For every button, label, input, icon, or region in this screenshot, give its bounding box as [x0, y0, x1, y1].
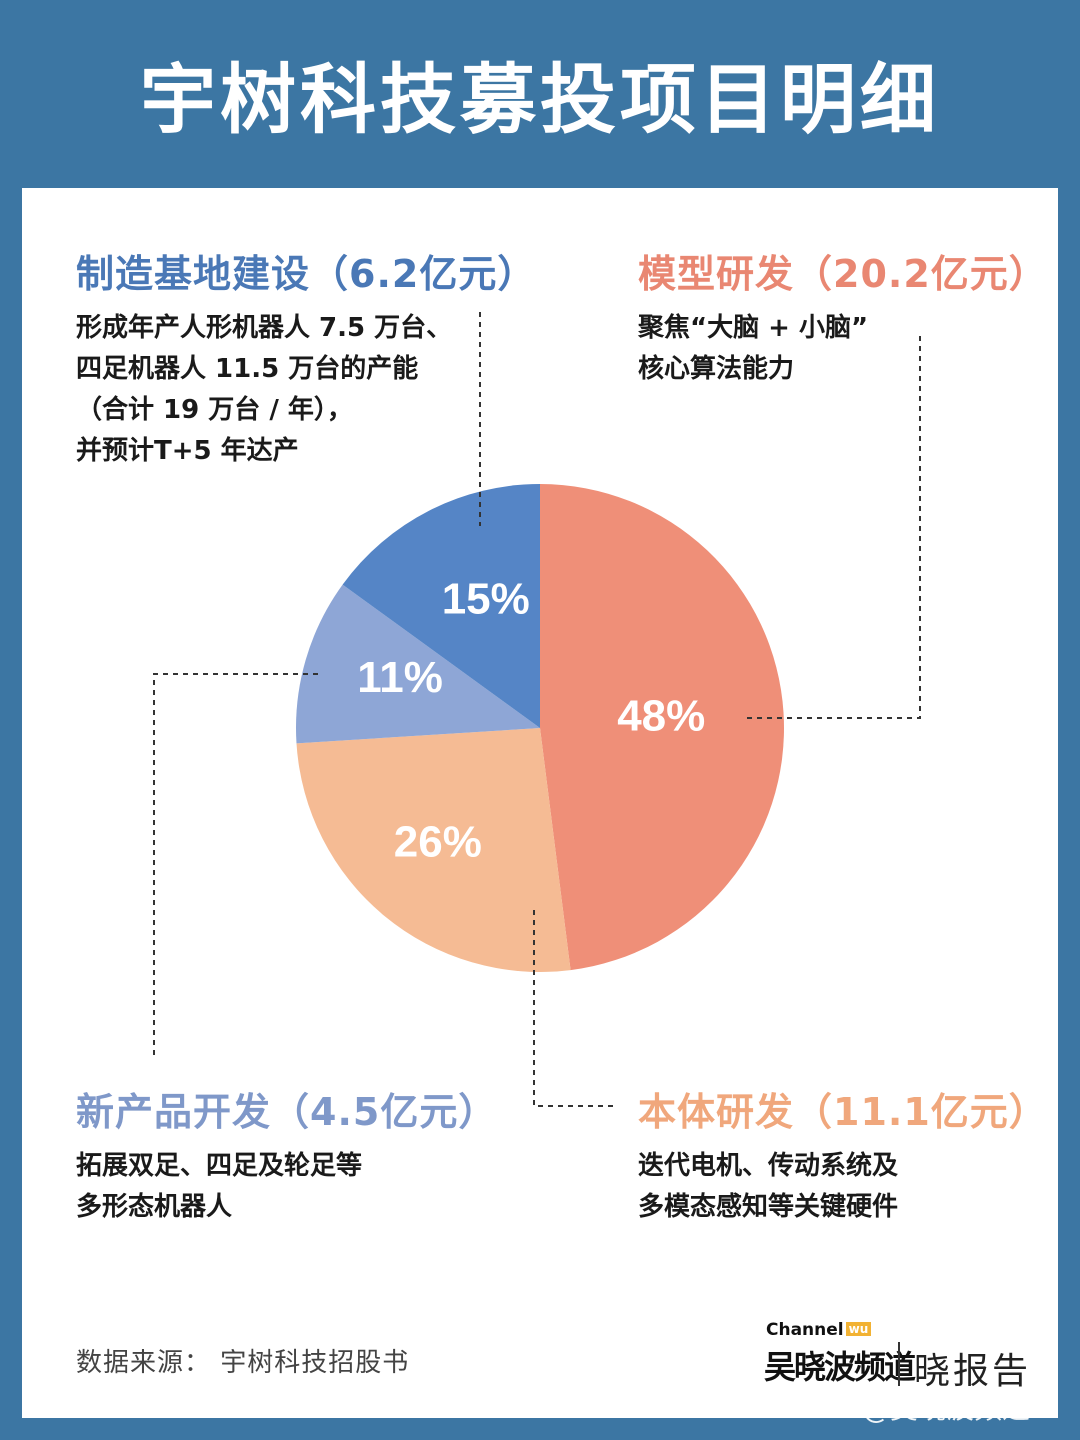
- logo-brand: 吴晓波频道: [764, 1348, 916, 1386]
- logo-report: 晓报告: [914, 1351, 1032, 1392]
- manufacturing-line-4: 并预计T+5 年达产: [76, 436, 299, 466]
- slice-manufacturing: [342, 484, 540, 728]
- leader-body-rd: [533, 910, 616, 1107]
- percent-label-new-products: 11%: [357, 653, 443, 702]
- slice-model-rd: [540, 484, 784, 971]
- model-line-1: 聚焦“大脑 + 小脑”: [638, 313, 869, 343]
- leader-new-products: [153, 673, 318, 1056]
- new-products-description: 拓展双足、四足及轮足等 多形态机器人: [76, 1146, 497, 1228]
- body-line-1: 迭代电机、传动系统及: [638, 1151, 899, 1181]
- manufacturing-description: 形成年产人形机器人 7.5 万台、 四足机器人 11.5 万台的产能 （合计 1…: [76, 308, 536, 472]
- channel-logo: Channel wu 吴晓波频道 晓报告: [764, 1320, 1034, 1400]
- manufacturing-line-1: 形成年产人形机器人 7.5 万台、: [76, 313, 453, 343]
- new-products-line-2: 多形态机器人: [76, 1192, 233, 1222]
- model-description: 聚焦“大脑 + 小脑” 核心算法能力: [638, 308, 1048, 390]
- page-title: 宇树科技募投项目明细: [140, 55, 940, 144]
- new-products-line-1: 拓展双足、四足及轮足等: [76, 1151, 363, 1181]
- new-products-heading: 新产品开发（4.5亿元）: [76, 1090, 498, 1134]
- logo-channel-text: Channel wu: [766, 1320, 872, 1340]
- logo-channel-wu: wu: [845, 1322, 872, 1336]
- pie-chart: 48% 26% 11% 15%: [153, 312, 921, 1107]
- manufacturing-block: 制造基地建设（6.2亿元） 形成年产人形机器人 7.5 万台、 四足机器人 11…: [76, 250, 536, 472]
- model-block: 模型研发（20.2亿元） 聚焦“大脑 + 小脑” 核心算法能力: [638, 250, 1048, 390]
- model-line-2: 核心算法能力: [638, 354, 795, 384]
- data-source: 数据来源： 宇树科技招股书: [76, 1348, 410, 1378]
- chart-card: 48% 26% 11% 15% 制造基地建设（6.2亿元） 形成年产人形机器人 7.5…: [22, 188, 1058, 1418]
- body-description: 迭代电机、传动系统及 多模态感知等关键硬件: [638, 1146, 1048, 1228]
- manufacturing-heading: 制造基地建设（6.2亿元）: [76, 252, 537, 296]
- slice-body-rd: [296, 728, 571, 973]
- body-line-2: 多模态感知等关键硬件: [638, 1192, 899, 1222]
- logo-divider: [898, 1342, 900, 1386]
- new-products-block: 新产品开发（4.5亿元） 拓展双足、四足及轮足等 多形态机器人: [76, 1088, 497, 1228]
- model-heading: 模型研发（20.2亿元）: [638, 252, 1048, 296]
- watermark: @吴晓波频道: [862, 1392, 1031, 1425]
- manufacturing-line-2: 四足机器人 11.5 万台的产能: [76, 354, 419, 384]
- logo-channel-word: Channel: [766, 1320, 844, 1340]
- percent-label-model-rd: 48%: [617, 692, 705, 741]
- leader-model: [746, 336, 921, 719]
- slice-new-products: [296, 584, 540, 744]
- body-heading: 本体研发（11.1亿元）: [638, 1090, 1048, 1134]
- percent-label-body-rd: 26%: [394, 818, 482, 867]
- manufacturing-line-3: （合计 19 万台 / 年），: [76, 395, 353, 425]
- body-block: 本体研发（11.1亿元） 迭代电机、传动系统及 多模态感知等关键硬件: [638, 1088, 1048, 1228]
- percent-label-manufacturing: 15%: [442, 575, 530, 624]
